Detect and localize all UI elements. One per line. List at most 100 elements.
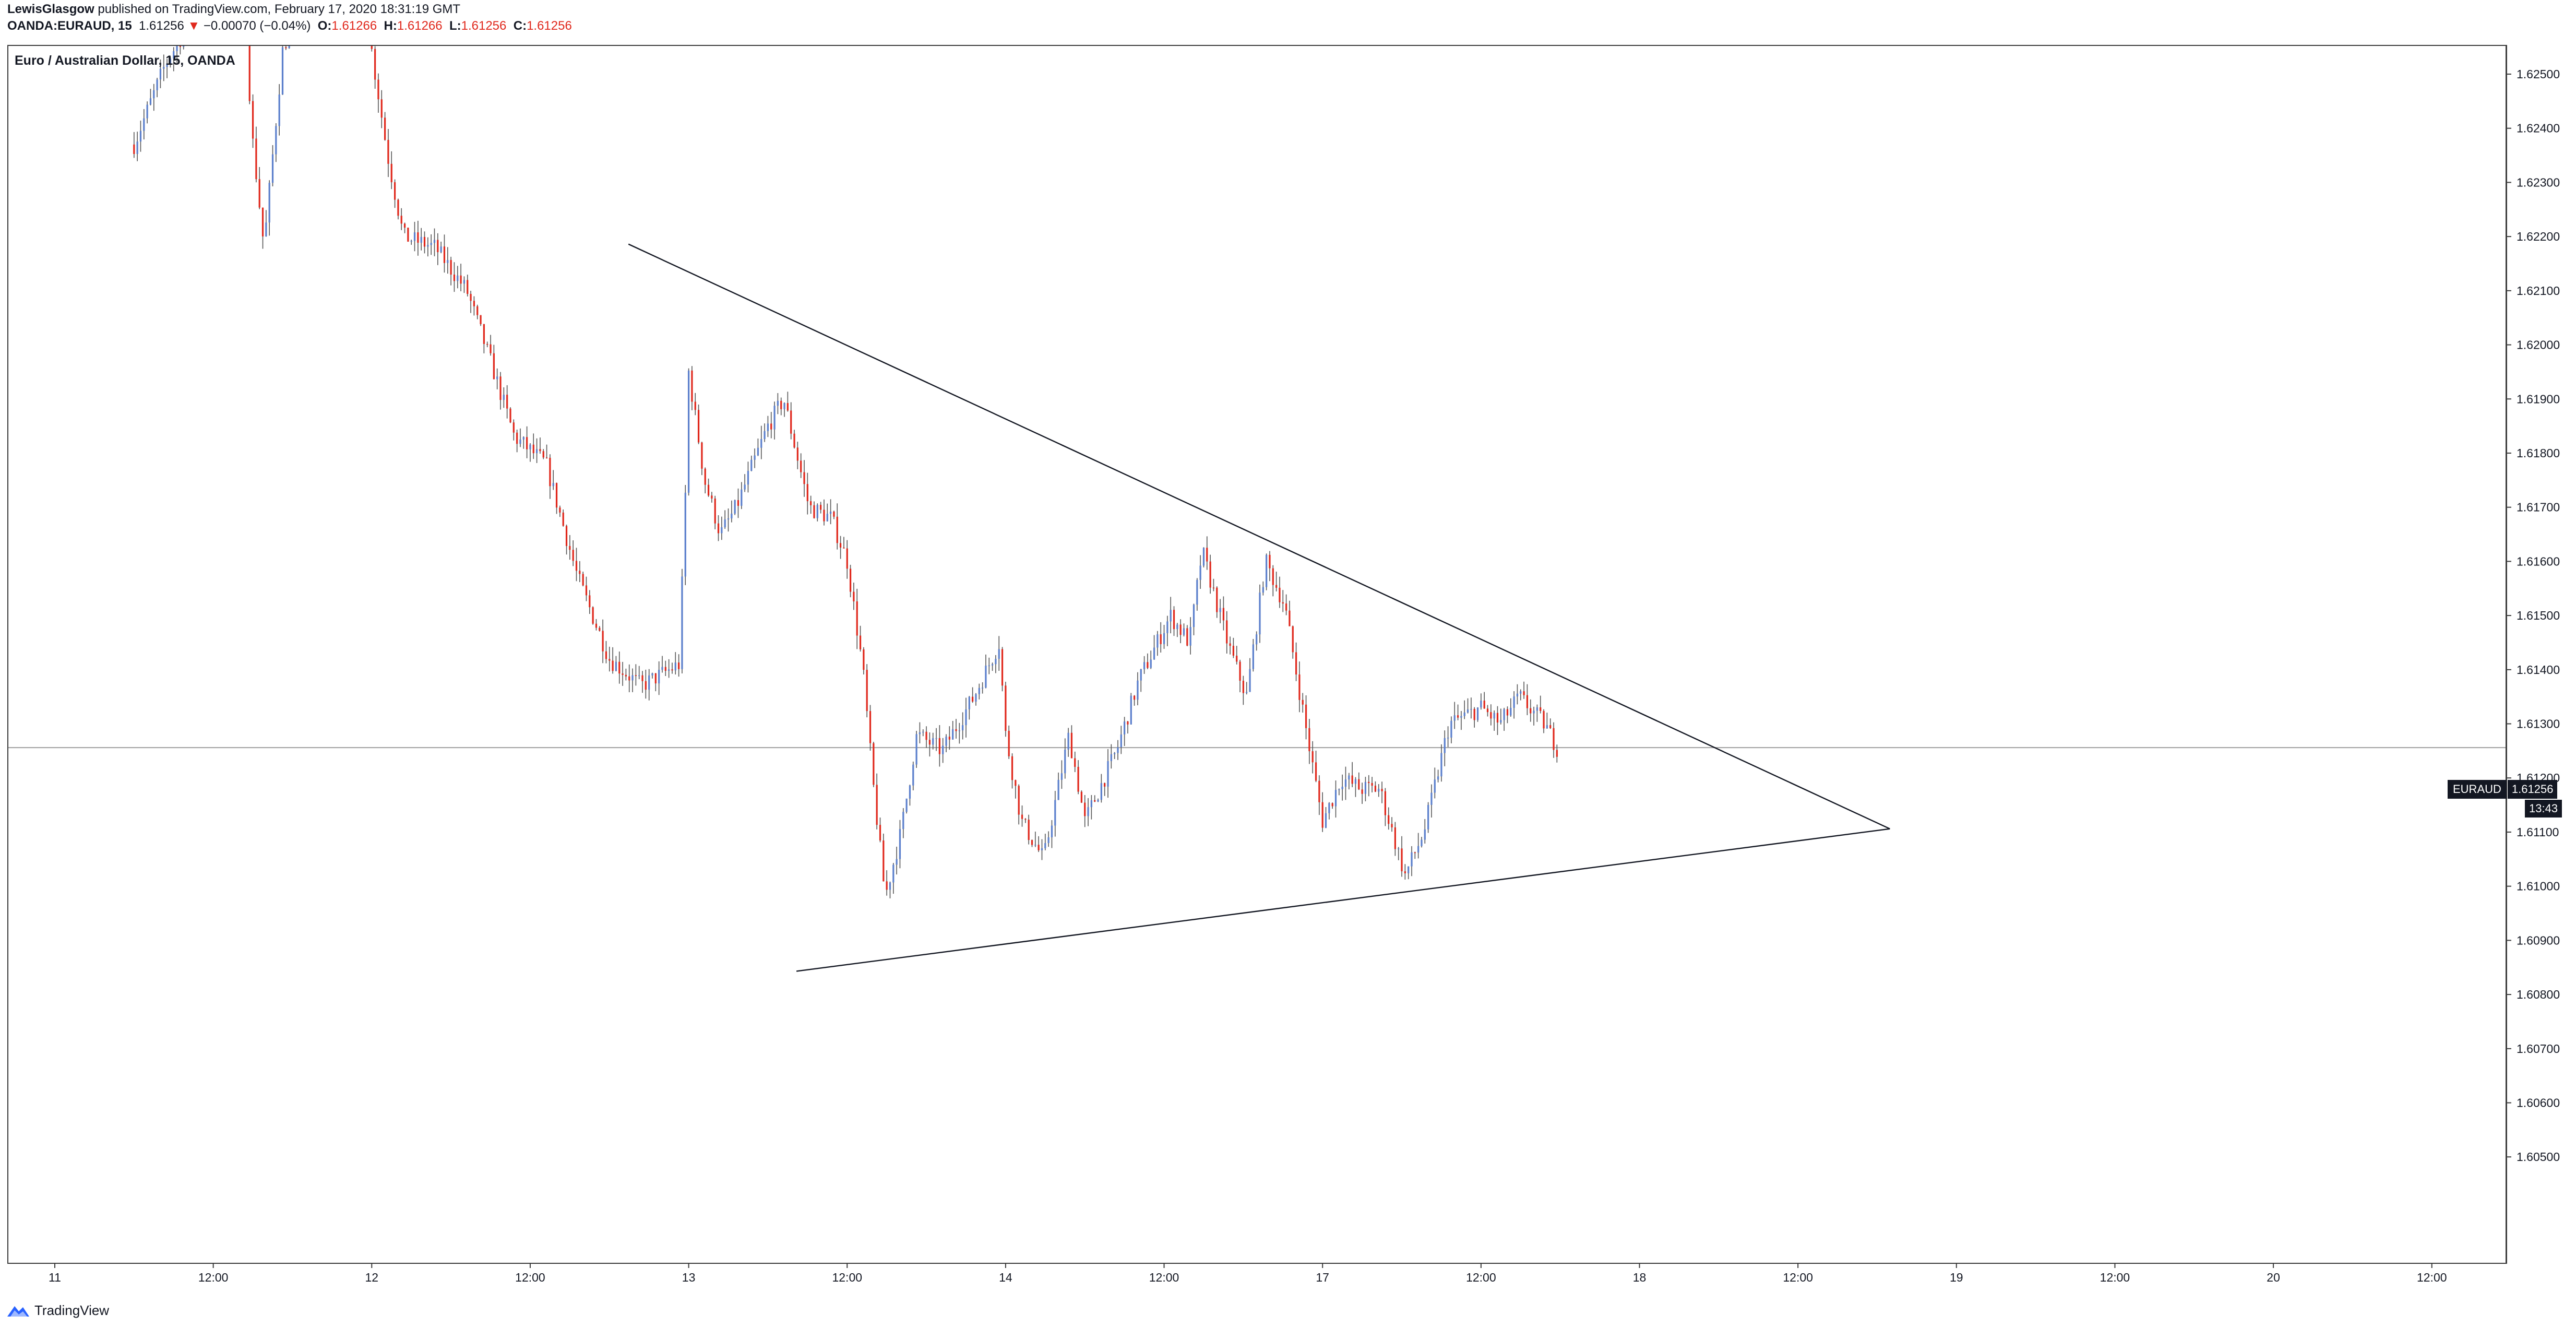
- current-price-label: EURAUD 1.61256: [2448, 780, 2558, 799]
- candle: [678, 654, 680, 677]
- candle: [932, 732, 934, 750]
- candle: [800, 453, 802, 478]
- lower-trendline[interactable]: [796, 828, 1890, 972]
- candle: [1051, 820, 1053, 848]
- candle: [1543, 709, 1545, 733]
- candle: [245, 0, 247, 31]
- candle: [1453, 702, 1456, 729]
- candle: [1222, 596, 1225, 631]
- candle: [292, 8, 293, 44]
- candle: [691, 366, 693, 410]
- candle: [1321, 792, 1323, 832]
- candle: [1516, 684, 1519, 705]
- candle: [1394, 822, 1396, 856]
- candle: [1153, 635, 1155, 660]
- candle: [654, 673, 657, 692]
- price-tick-label: 1.61300: [2517, 717, 2560, 731]
- candle: [674, 652, 676, 675]
- candle: [480, 315, 482, 326]
- last-price: 1.61256: [139, 19, 184, 33]
- candle: [1008, 725, 1010, 759]
- candle: [786, 392, 789, 412]
- candle: [1530, 699, 1532, 722]
- upper-trendline[interactable]: [628, 243, 1890, 830]
- candle: [1094, 795, 1096, 802]
- candle: [1156, 631, 1159, 656]
- candle: [1513, 691, 1515, 719]
- candle: [622, 661, 624, 686]
- candle: [1440, 744, 1442, 782]
- candle: [1473, 707, 1475, 728]
- time-tick-label: 13: [682, 1271, 696, 1284]
- footer-brand[interactable]: TradingView: [6, 1300, 109, 1321]
- price-tick-label: 1.62100: [2517, 284, 2560, 298]
- candle: [714, 495, 716, 530]
- candle: [757, 439, 759, 456]
- candle: [1107, 749, 1109, 798]
- candle: [1540, 695, 1542, 714]
- candle: [886, 870, 888, 896]
- time-tick-label: 11: [49, 1271, 61, 1284]
- candle: [407, 227, 409, 242]
- candle: [816, 503, 818, 522]
- candle: [972, 687, 974, 703]
- candle: [869, 705, 872, 751]
- candle: [609, 646, 611, 672]
- candle: [357, 0, 359, 9]
- candle: [595, 619, 598, 631]
- price-label-symbol: EURAUD: [2448, 780, 2507, 799]
- candle: [955, 719, 957, 739]
- candle: [281, 46, 284, 95]
- candle: [1269, 551, 1271, 582]
- candle: [496, 368, 498, 389]
- candle: [1536, 704, 1538, 722]
- candle: [790, 402, 792, 440]
- candle: [1057, 772, 1059, 800]
- price-axis[interactable]: 1.62500 1.62400 1.62300 1.62200 1.62100 1.620…: [2506, 67, 2560, 1164]
- chart-title: Euro / Australian Dollar, 15, OANDA: [15, 53, 235, 68]
- header-line-1: LewisGlasgow published on TradingView.co…: [7, 2, 460, 17]
- candle: [988, 657, 990, 674]
- candle: [602, 619, 604, 663]
- candle: [136, 132, 138, 161]
- candle: [377, 73, 379, 113]
- candle: [1408, 866, 1410, 880]
- candle: [1401, 836, 1403, 877]
- candle: [328, 0, 329, 1]
- candle: [331, 0, 333, 10]
- candle: [764, 423, 766, 442]
- candle: [958, 722, 960, 744]
- candle: [1064, 738, 1066, 779]
- candle: [1434, 767, 1436, 799]
- candle: [196, 9, 197, 21]
- candle: [1173, 606, 1175, 636]
- candle: [618, 651, 621, 684]
- symbol-interval: OANDA:EURAUD, 15: [7, 19, 132, 33]
- candle: [813, 501, 815, 519]
- time-tick-label: 12:00: [515, 1271, 545, 1284]
- candle: [348, 0, 349, 15]
- candle: [879, 817, 881, 843]
- candle: [427, 237, 429, 257]
- candle: [1506, 706, 1509, 724]
- bar-countdown: 13:43: [2525, 800, 2562, 817]
- candle: [371, 46, 373, 52]
- candle: [658, 661, 660, 695]
- candle: [176, 46, 178, 63]
- candle: [645, 669, 647, 699]
- candle: [998, 636, 1000, 671]
- author-name[interactable]: LewisGlasgow: [7, 2, 94, 16]
- header-line-2: OANDA:EURAUD, 15 1.61256 ▼ −0.00070 (−0.…: [7, 19, 572, 33]
- candle: [193, 14, 194, 30]
- candle: [295, 1, 296, 25]
- candle: [499, 372, 502, 410]
- candle: [539, 437, 541, 454]
- candle: [849, 564, 852, 598]
- candle: [777, 393, 779, 414]
- time-axis[interactable]: 11 12:00 12 12:00 13 12:00 14 12:00 17 12:00 18 12:…: [49, 1263, 2447, 1284]
- candle: [978, 683, 980, 700]
- candle: [830, 499, 832, 525]
- candle: [1021, 805, 1023, 827]
- tradingview-logo-icon: [7, 1306, 29, 1317]
